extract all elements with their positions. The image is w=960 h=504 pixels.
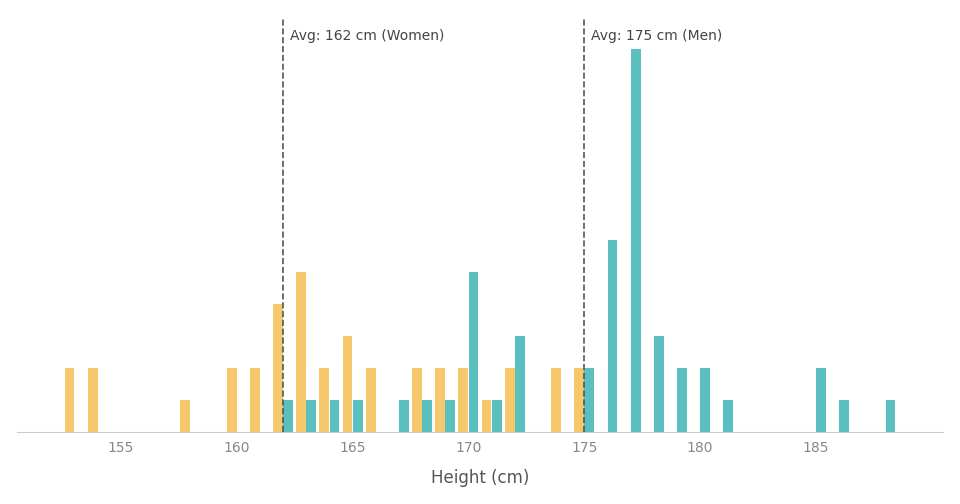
Bar (459, 368, 468, 432)
Bar (412, 368, 421, 432)
Bar (839, 400, 849, 432)
Bar (608, 240, 617, 432)
Bar (551, 368, 561, 432)
Bar (250, 368, 260, 432)
Bar (366, 368, 375, 432)
Bar (399, 400, 409, 432)
Bar (87, 368, 98, 432)
Bar (724, 400, 733, 432)
Bar (654, 336, 663, 432)
Bar (886, 400, 896, 432)
Bar (515, 336, 525, 432)
Bar (482, 400, 492, 432)
Bar (435, 368, 445, 432)
Bar (320, 368, 329, 432)
Bar (505, 368, 515, 432)
Bar (816, 368, 826, 432)
Bar (700, 368, 710, 432)
Bar (274, 304, 283, 432)
Bar (283, 400, 293, 432)
Bar (353, 400, 363, 432)
Bar (631, 48, 640, 432)
Bar (574, 368, 584, 432)
Bar (306, 400, 316, 432)
Bar (64, 368, 74, 432)
Bar (585, 368, 594, 432)
X-axis label: Height (cm): Height (cm) (431, 469, 529, 487)
Bar (329, 400, 340, 432)
Bar (227, 368, 236, 432)
Bar (422, 400, 432, 432)
Text: Avg: 162 cm (Women): Avg: 162 cm (Women) (290, 29, 444, 43)
Text: Avg: 175 cm (Men): Avg: 175 cm (Men) (591, 29, 723, 43)
Bar (297, 272, 306, 432)
Bar (445, 400, 455, 432)
Bar (492, 400, 501, 432)
Bar (180, 400, 190, 432)
Bar (343, 336, 352, 432)
Bar (468, 272, 478, 432)
Bar (677, 368, 686, 432)
